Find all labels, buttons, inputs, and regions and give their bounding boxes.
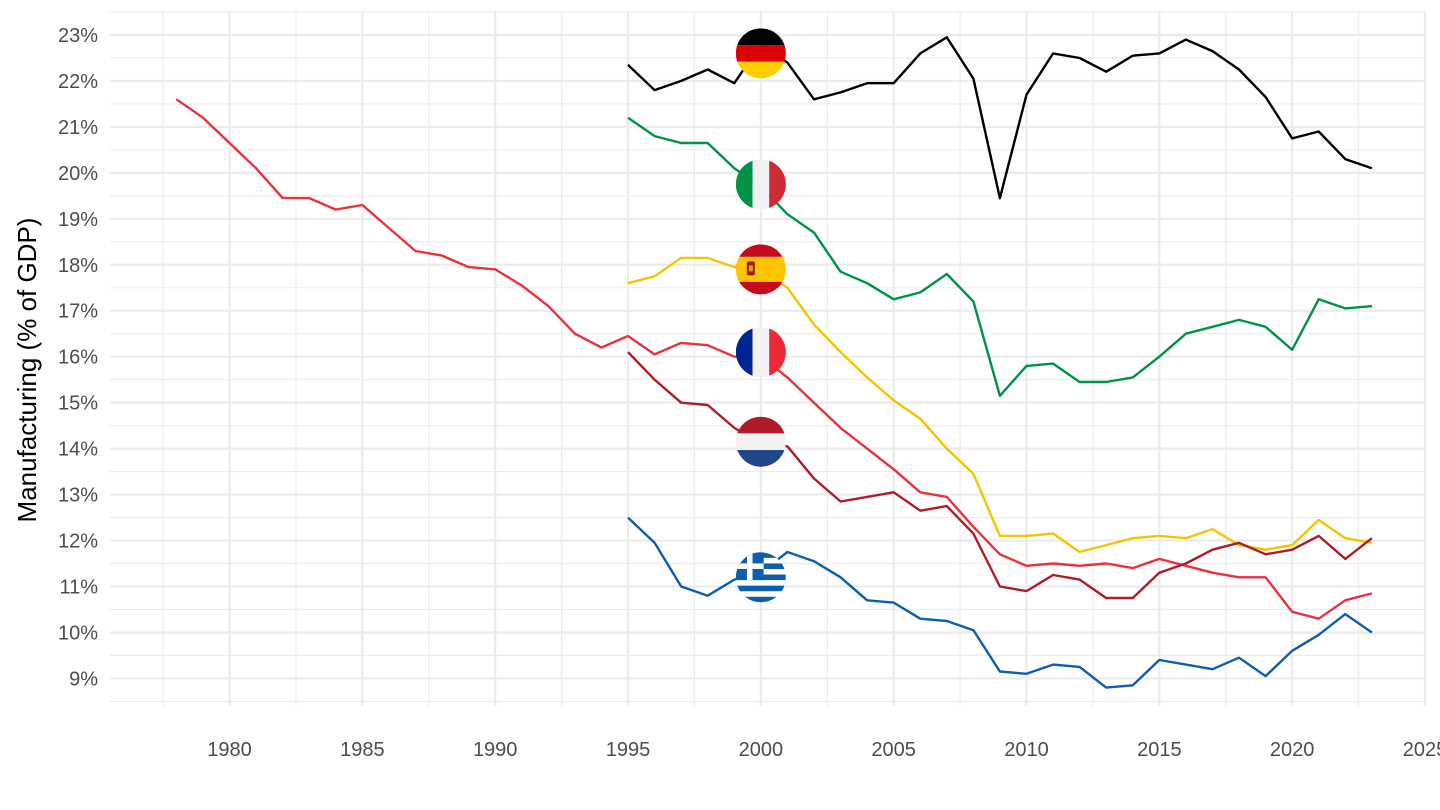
x-tick-label: 2005 bbox=[871, 739, 916, 761]
y-tick-label: 21% bbox=[58, 117, 98, 139]
italy-flag-icon bbox=[735, 159, 786, 210]
x-tick-label: 1995 bbox=[606, 739, 651, 761]
y-tick-label: 9% bbox=[69, 668, 98, 690]
x-tick-label: 2000 bbox=[739, 739, 784, 761]
y-tick-label: 22% bbox=[58, 71, 98, 93]
netherlands-flag-icon bbox=[735, 416, 786, 467]
y-tick-label: 11% bbox=[59, 577, 98, 599]
y-tick-label: 19% bbox=[58, 209, 98, 231]
y-tick-label: 17% bbox=[58, 301, 98, 323]
y-tick-label: 12% bbox=[58, 531, 98, 553]
y-tick-label: 13% bbox=[58, 485, 98, 507]
y-tick-label: 23% bbox=[58, 25, 98, 47]
x-axis-ticks: 1980 1985 1990 1995 2000 2005 2010 2015 2020 2025 bbox=[207, 739, 1440, 761]
x-tick-label: 2020 bbox=[1270, 739, 1315, 761]
y-tick-label: 14% bbox=[58, 439, 98, 461]
netherlands-line bbox=[627, 351, 1373, 600]
y-tick-label: 10% bbox=[58, 622, 98, 644]
flag-legend bbox=[735, 28, 786, 603]
y-tick-label: 15% bbox=[58, 393, 98, 415]
y-axis-title: Manufacturing (% of GDP) bbox=[12, 218, 42, 523]
spain-line bbox=[627, 256, 1373, 554]
greece-line bbox=[627, 516, 1373, 689]
france-flag-icon bbox=[735, 327, 786, 378]
x-tick-label: 2025 bbox=[1403, 739, 1440, 761]
x-tick-label: 1985 bbox=[340, 739, 385, 761]
y-axis-ticks: 9% 10% 11% 12% 13% 14% 15% 16% 17% 18% 19% 20% 21% 22… bbox=[58, 25, 98, 690]
germany-flag-icon bbox=[735, 28, 786, 79]
y-tick-label: 18% bbox=[58, 255, 98, 277]
y-tick-label: 16% bbox=[58, 347, 98, 369]
greece-flag-icon bbox=[735, 552, 786, 603]
x-tick-label: 2010 bbox=[1004, 739, 1049, 761]
x-tick-label: 1990 bbox=[473, 739, 518, 761]
y-tick-label: 20% bbox=[58, 163, 98, 185]
x-tick-label: 2015 bbox=[1137, 739, 1182, 761]
x-tick-label: 1980 bbox=[207, 739, 252, 761]
